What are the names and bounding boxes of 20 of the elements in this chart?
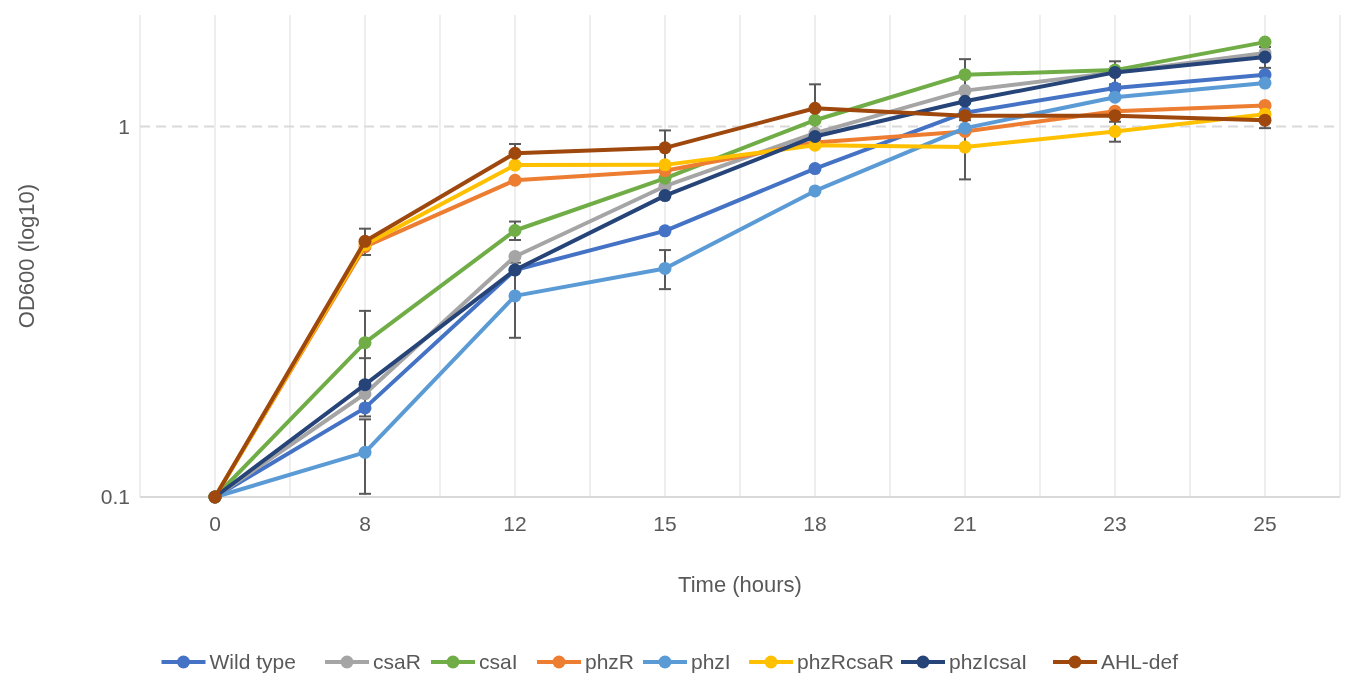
legend-label: AHL-def xyxy=(1101,650,1179,674)
x-tick-label: 18 xyxy=(803,512,827,535)
legend-label: csaR xyxy=(373,650,421,674)
x-tick-label: 0 xyxy=(209,512,221,535)
legend-label: Wild type xyxy=(209,650,296,674)
x-axis-title: Time (hours) xyxy=(678,572,802,597)
legend-label: phzI xyxy=(691,650,731,674)
x-tick-label: 12 xyxy=(503,512,527,535)
x-tick-label: 23 xyxy=(1103,512,1127,535)
x-tick-label: 15 xyxy=(653,512,677,535)
y-tick-label: 1 xyxy=(118,114,130,138)
x-tick-label: 21 xyxy=(953,512,977,535)
legend-label: phzRcsaR xyxy=(797,650,894,674)
legend-label: csaI xyxy=(479,650,518,674)
legend-label: phzIcsaI xyxy=(949,650,1028,674)
x-tick-label: 8 xyxy=(359,512,371,535)
legend-label: phzR xyxy=(585,650,635,674)
y-tick-label: 0.1 xyxy=(100,485,130,509)
x-tick-label: 25 xyxy=(1253,512,1277,535)
y-axis-title: OD600 (log10) xyxy=(14,183,39,329)
